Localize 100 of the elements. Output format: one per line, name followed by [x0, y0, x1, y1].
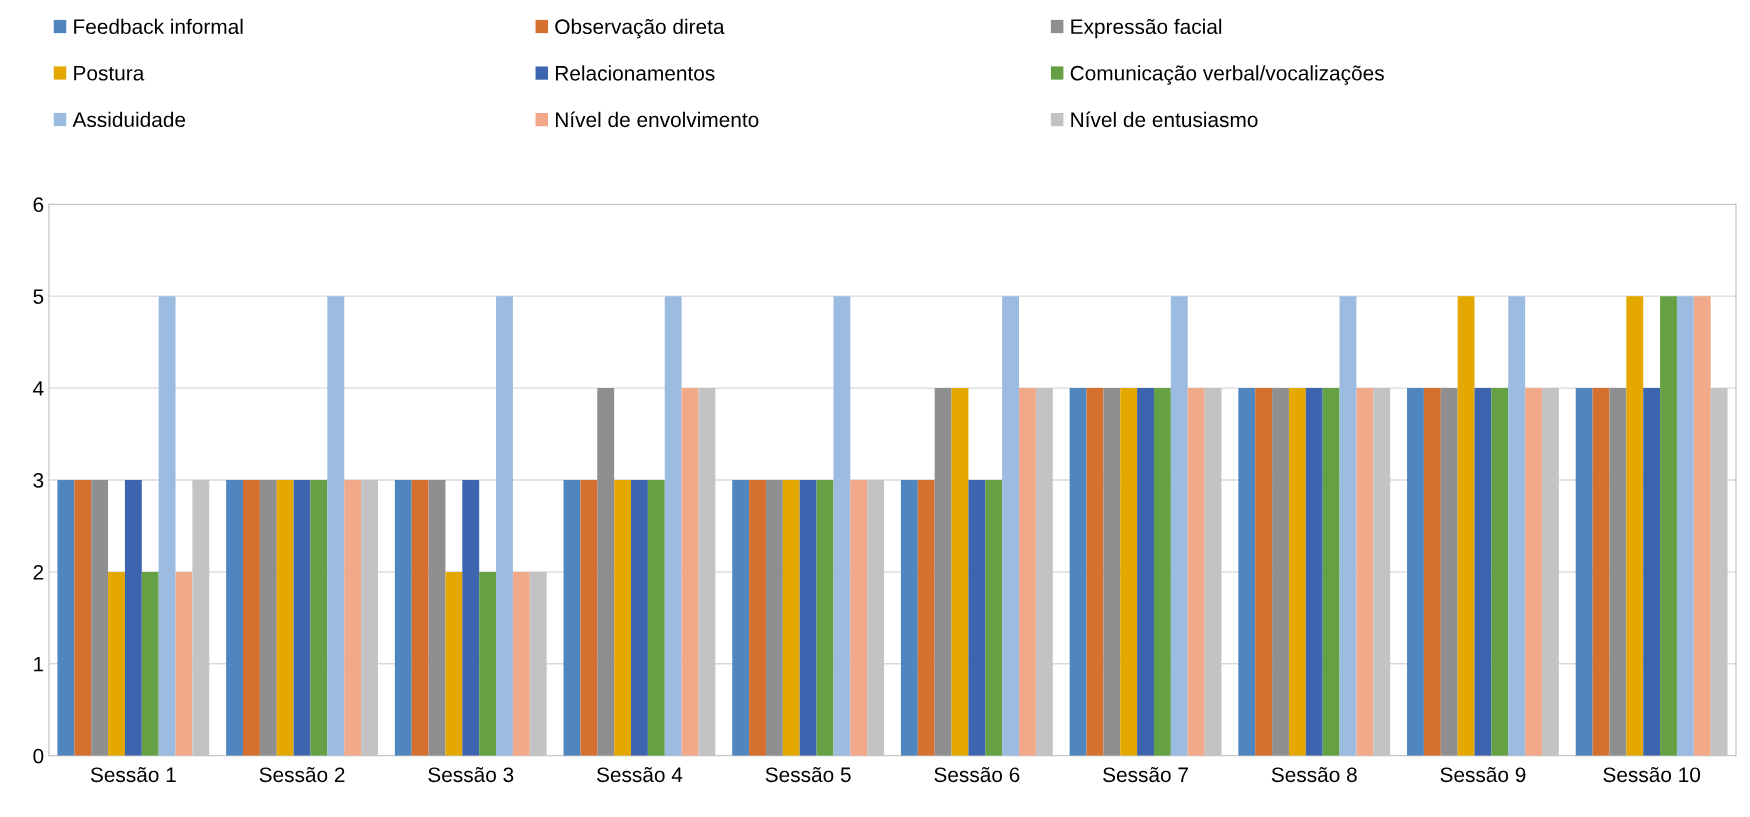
x-tick-label: Sessão 9 [1440, 766, 1526, 783]
legend-label: Feedback informal [74, 18, 243, 35]
bar [614, 479, 632, 756]
bar [276, 479, 294, 756]
bar [1322, 388, 1340, 756]
bar [664, 296, 682, 756]
bar [1373, 388, 1391, 756]
bar [57, 479, 75, 756]
bar [344, 479, 362, 756]
bar [968, 479, 986, 756]
bar [1103, 388, 1121, 756]
bar [512, 571, 530, 756]
bar [327, 296, 345, 756]
bar [1542, 388, 1559, 756]
bar [1440, 388, 1458, 756]
y-tick-label: 3 [33, 472, 44, 488]
legend-label: Comunicação verbal/vocalizações [1070, 65, 1384, 85]
legend-label: Postura [74, 66, 145, 81]
bar [1288, 388, 1306, 756]
bar [951, 388, 969, 756]
legend-label: Expressão facial [1071, 18, 1222, 39]
bar [985, 479, 1003, 756]
bar [867, 479, 885, 756]
bar [732, 479, 750, 756]
bar [529, 571, 547, 756]
bar [158, 296, 176, 756]
bar [411, 479, 429, 756]
x-tick-label: Sessão 5 [765, 766, 851, 783]
bar [1137, 388, 1154, 756]
bar [175, 571, 193, 756]
bar [681, 388, 699, 756]
bar [900, 479, 918, 756]
legend-label: Assiduidade [72, 111, 186, 128]
bar [1525, 388, 1542, 756]
bar [1423, 388, 1441, 756]
x-tick-label: Sessão 2 [259, 766, 345, 783]
bar [1676, 296, 1694, 756]
bar [1710, 388, 1728, 756]
bar [850, 479, 868, 756]
bar [1035, 388, 1053, 756]
bar [1356, 388, 1374, 756]
bar [934, 388, 952, 756]
bar [1153, 388, 1171, 756]
x-tick-label: Sessão 6 [934, 766, 1020, 783]
bar [1592, 388, 1610, 756]
bar [1626, 296, 1644, 756]
bar [1693, 296, 1711, 756]
x-tick-label: Sessão 4 [596, 766, 683, 783]
bar [226, 479, 244, 756]
bar [1339, 296, 1357, 756]
bar [1474, 388, 1492, 756]
bar [1305, 388, 1323, 756]
bar [1170, 296, 1188, 756]
legend-label: Nível de envolvimento [555, 111, 759, 128]
bar [1609, 388, 1627, 756]
bar [1457, 296, 1475, 756]
y-tick-label: 1 [34, 657, 44, 672]
bar [1643, 388, 1661, 756]
bar [1086, 388, 1104, 756]
bar [1660, 296, 1677, 756]
y-tick-label: 2 [33, 564, 44, 580]
bar [1575, 388, 1593, 756]
x-tick-label: Sessão 7 [1103, 766, 1188, 783]
bar [293, 479, 311, 756]
bar [1069, 388, 1087, 756]
bar [1407, 388, 1424, 756]
bar [310, 479, 328, 756]
bar [74, 479, 92, 756]
bar [816, 479, 834, 756]
y-tick-label: 5 [33, 289, 44, 304]
bar [1238, 388, 1256, 756]
legend-label: Observação direta [555, 18, 725, 39]
x-tick-label: Sessão 3 [428, 766, 514, 783]
bar [1019, 388, 1036, 756]
bar [192, 479, 210, 756]
bar [647, 479, 665, 756]
bar [124, 479, 142, 756]
bar [1120, 388, 1138, 756]
bar [1508, 296, 1526, 756]
bar [782, 479, 800, 756]
bar [749, 479, 766, 756]
legend-label: Relacionamentos [555, 65, 715, 81]
y-tick-label: 0 [33, 748, 44, 764]
bar [563, 479, 581, 756]
bar [91, 479, 109, 756]
bar [1272, 388, 1289, 756]
bar [1491, 388, 1509, 756]
bar [1255, 388, 1273, 756]
bar [428, 479, 446, 756]
bar [1002, 296, 1020, 756]
bar [597, 388, 615, 756]
bar [580, 479, 598, 756]
legend-label: Nível de entusiasmo [1071, 111, 1258, 128]
bar [496, 296, 513, 756]
x-tick-label: Sessão 1 [90, 766, 176, 783]
bar [799, 479, 817, 756]
bar [833, 296, 851, 756]
bar [259, 479, 277, 756]
bar [462, 479, 480, 756]
bar [445, 571, 463, 756]
